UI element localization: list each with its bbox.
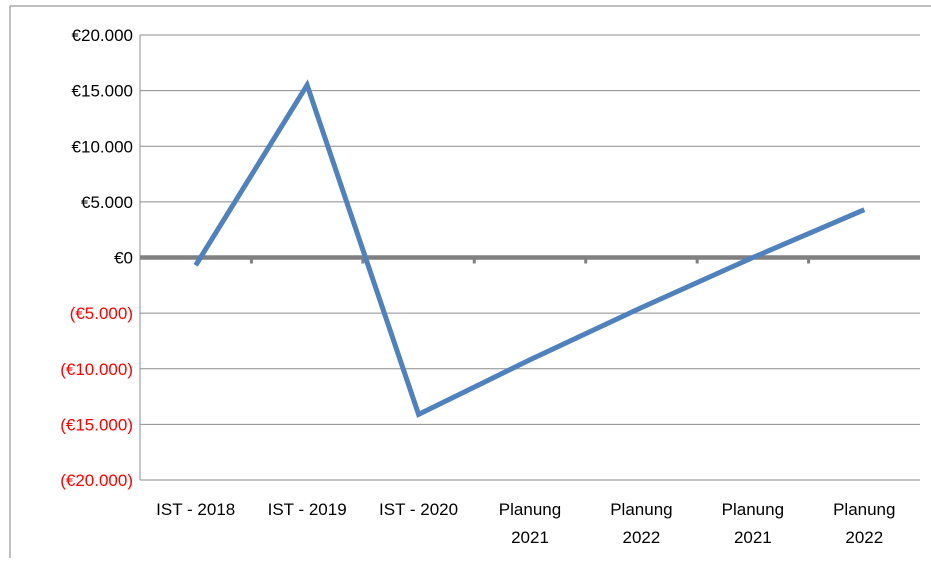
x-tick-label-line: Planung [833, 500, 895, 519]
y-tick-label: €10.000 [72, 137, 133, 156]
y-tick-label: €15.000 [72, 82, 133, 101]
x-tick-label-line: IST - 2020 [379, 500, 458, 519]
y-tick-labels: €20.000 €15.000 €10.000 €5.000 €0 (€5.000) (€1… [60, 26, 133, 490]
x-tick-label-line: 2022 [845, 528, 883, 547]
y-tick-label: €0 [114, 249, 133, 268]
y-tick-label: (€15.000) [60, 415, 133, 434]
x-tick-label-line: IST - 2018 [156, 500, 235, 519]
x-tick-label-line: 2022 [623, 528, 661, 547]
x-tick-label: IST - 2019 [268, 500, 347, 519]
y-tick-label: (€20.000) [60, 471, 133, 490]
x-tick-label-line: 2021 [734, 528, 772, 547]
x-tick-label: Planung 2021 [722, 500, 784, 547]
x-tick-label-line: IST - 2019 [268, 500, 347, 519]
y-tick-label: (€10.000) [60, 360, 133, 379]
series-layer [193, 79, 866, 418]
x-tick-label-line: 2021 [511, 528, 549, 547]
x-tick-label-line: Planung [722, 500, 784, 519]
x-tick-label: Planung 2021 [499, 500, 561, 547]
x-tick-label: Planung 2022 [833, 500, 895, 547]
y-tick-label: €5.000 [81, 193, 133, 212]
x-tick-label-line: Planung [610, 500, 672, 519]
series-line [193, 79, 866, 418]
axis-layer [9, 5, 931, 558]
x-tick-label: IST - 2018 [156, 500, 235, 519]
y-tick-label: €20.000 [72, 26, 133, 45]
x-tick-label: Planung 2022 [610, 500, 672, 547]
y-tick-label: (€5.000) [70, 304, 133, 323]
x-tick-label-line: Planung [499, 500, 561, 519]
x-tick-labels: IST - 2018 IST - 2019 IST - 2020 Planung 202… [156, 500, 895, 547]
x-tick-label: IST - 2020 [379, 500, 458, 519]
